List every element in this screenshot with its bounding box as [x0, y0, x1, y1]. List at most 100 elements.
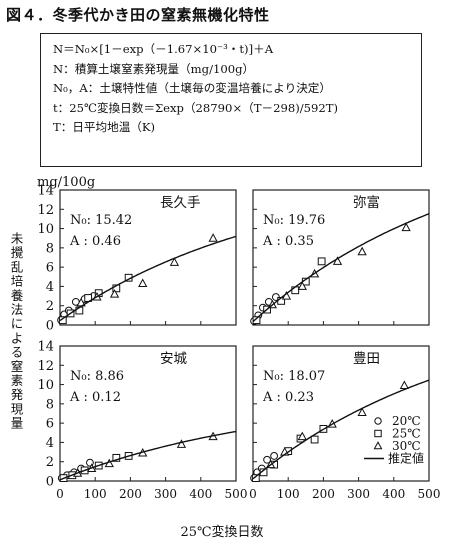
point-30c: [297, 281, 307, 290]
y-axis-label-char: る: [11, 345, 24, 360]
param-n0: N₀: 19.76: [263, 213, 325, 228]
legend-marker-square: [374, 429, 382, 438]
y-tick-label: 4: [46, 280, 54, 295]
figure-title: 図４．冬季代かき田の窒素無機化特性: [6, 6, 270, 24]
legend-label: 20℃: [392, 414, 421, 428]
legend-label: 25℃: [392, 427, 421, 441]
point-25c: [112, 453, 121, 462]
y-axis-label-char: に: [11, 316, 24, 331]
y-tick-label: 12: [37, 203, 54, 218]
plot-frame: [252, 189, 430, 326]
legend-label: 推定値: [388, 451, 424, 466]
y-tick-label: 10: [37, 222, 54, 237]
point-25c: [252, 316, 261, 325]
y-tick-label: 0: [46, 475, 54, 490]
x-tick-label: 100: [84, 487, 107, 501]
x-tick-label: 400: [382, 487, 405, 501]
chart-panel: 0 2 4 6 8 10 12 14 0 100 200 300 400 500 安城 N₀: 8.86 A :…: [37, 340, 247, 502]
formula-box: N＝N₀×[1－exp（－1.67×10⁻³・t)]＋A N：積算土壌窒素発現量…: [40, 33, 422, 167]
legend-marker-circle: [374, 417, 382, 425]
estimate-curve: [252, 213, 430, 323]
y-tick-label: 8: [46, 241, 54, 256]
param-a: A : 0.35: [262, 234, 314, 249]
plot-frame: [59, 345, 237, 482]
y-axis-label-char: 養: [11, 288, 24, 303]
y-axis-label-char: 発: [11, 387, 24, 402]
y-axis-label-char: 量: [11, 416, 24, 431]
panel-title: 弥富: [353, 194, 380, 211]
y-axis-label-char: 窒: [11, 359, 24, 374]
legend-label: 30℃: [392, 439, 421, 453]
y-tick-label: 2: [46, 455, 54, 470]
formula-line: T：日平均地温（K): [53, 120, 156, 134]
y-tick-label: 14: [37, 184, 54, 199]
point-25c: [251, 474, 260, 483]
estimate-curve: [59, 430, 237, 481]
chart-panel: 0 2 4 6 8 10 12 14 長久手 N₀: 15.42 A : 0.46: [37, 184, 237, 334]
y-tick-label: 2: [46, 299, 54, 314]
y-axis-label-char: 乱: [11, 259, 24, 274]
point-25c: [317, 257, 326, 266]
x-tick-label: 300: [347, 487, 370, 501]
plot-frame: [252, 345, 430, 482]
y-tick-label: 10: [37, 378, 54, 393]
param-n0: N₀: 8.86: [70, 369, 124, 384]
x-tick-label: 100: [277, 487, 300, 501]
point-20c: [270, 452, 279, 460]
param-n0: N₀: 18.07: [263, 369, 325, 384]
y-axis-label-char: 未: [11, 231, 24, 246]
y-axis-label-char: 素: [11, 373, 24, 388]
y-axis-label-char: よ: [11, 330, 24, 345]
x-axis-label: 25℃変換日数: [180, 524, 263, 540]
point-30c: [399, 380, 410, 390]
y-tick-label: 6: [46, 261, 54, 276]
point-30c: [208, 233, 218, 242]
param-a: A : 0.46: [69, 234, 121, 249]
point-25c: [310, 435, 319, 444]
chart-panel: 弥富 N₀: 19.76 A : 0.35: [250, 189, 430, 326]
point-30c: [176, 439, 187, 448]
point-30c: [138, 278, 148, 288]
point-30c: [332, 256, 343, 265]
x-tick-label: 200: [119, 487, 142, 501]
y-axis-label-char: 培: [11, 274, 24, 289]
estimate-curve: [59, 235, 237, 322]
y-tick-label: 0: [46, 319, 54, 334]
plot-frame: [59, 189, 237, 326]
y-axis-label-char: 法: [11, 302, 24, 317]
panel-title: 豊田: [353, 351, 380, 367]
formula-line: t：25℃変換日数＝Σexp（28790×（T－298)/592T): [53, 100, 339, 115]
x-tick-label: 0: [56, 487, 64, 501]
panel-title: 長久手: [160, 195, 201, 211]
y-tick-label: 14: [37, 340, 54, 355]
legend-marker-triangle: [373, 441, 383, 450]
y-tick-label: 6: [46, 417, 54, 432]
y-tick-label: 12: [37, 359, 54, 374]
point-25c: [58, 316, 67, 325]
x-tick-label: 0: [249, 487, 257, 501]
formula-line: N₀，A：土壌特性値（土壌毎の変温培養により決定）: [53, 81, 331, 95]
formula-line: N：積算土壌窒素発現量（mg/100g）: [53, 61, 255, 76]
estimate-curve: [252, 379, 430, 480]
y-tick-label: 8: [46, 397, 54, 412]
point-30c: [357, 407, 367, 417]
param-a: A : 0.12: [69, 390, 121, 405]
x-tick-label: 400: [189, 487, 212, 501]
x-tick-label: 300: [154, 487, 177, 501]
x-tick-label: 500: [418, 487, 441, 501]
point-30c: [297, 431, 307, 441]
y-axis-label-char: 攪: [11, 245, 24, 260]
chart-panel: 0 100 200 300 400 500 豊田 N₀: 18.07 A : 0.23: [249, 345, 441, 501]
point-30c: [357, 246, 367, 256]
param-n0: N₀: 15.42: [70, 213, 132, 228]
y-axis-label-char: 現: [11, 401, 24, 416]
formula-line: N＝N₀×[1－exp（－1.67×10⁻³・t)]＋A: [53, 42, 274, 56]
x-tick-label: 500: [225, 487, 248, 501]
param-a: A : 0.23: [262, 390, 314, 405]
point-30c: [169, 257, 180, 266]
y-unit-label: mg/100g: [37, 175, 95, 190]
panel-title: 安城: [160, 351, 187, 367]
point-30c: [109, 289, 120, 298]
